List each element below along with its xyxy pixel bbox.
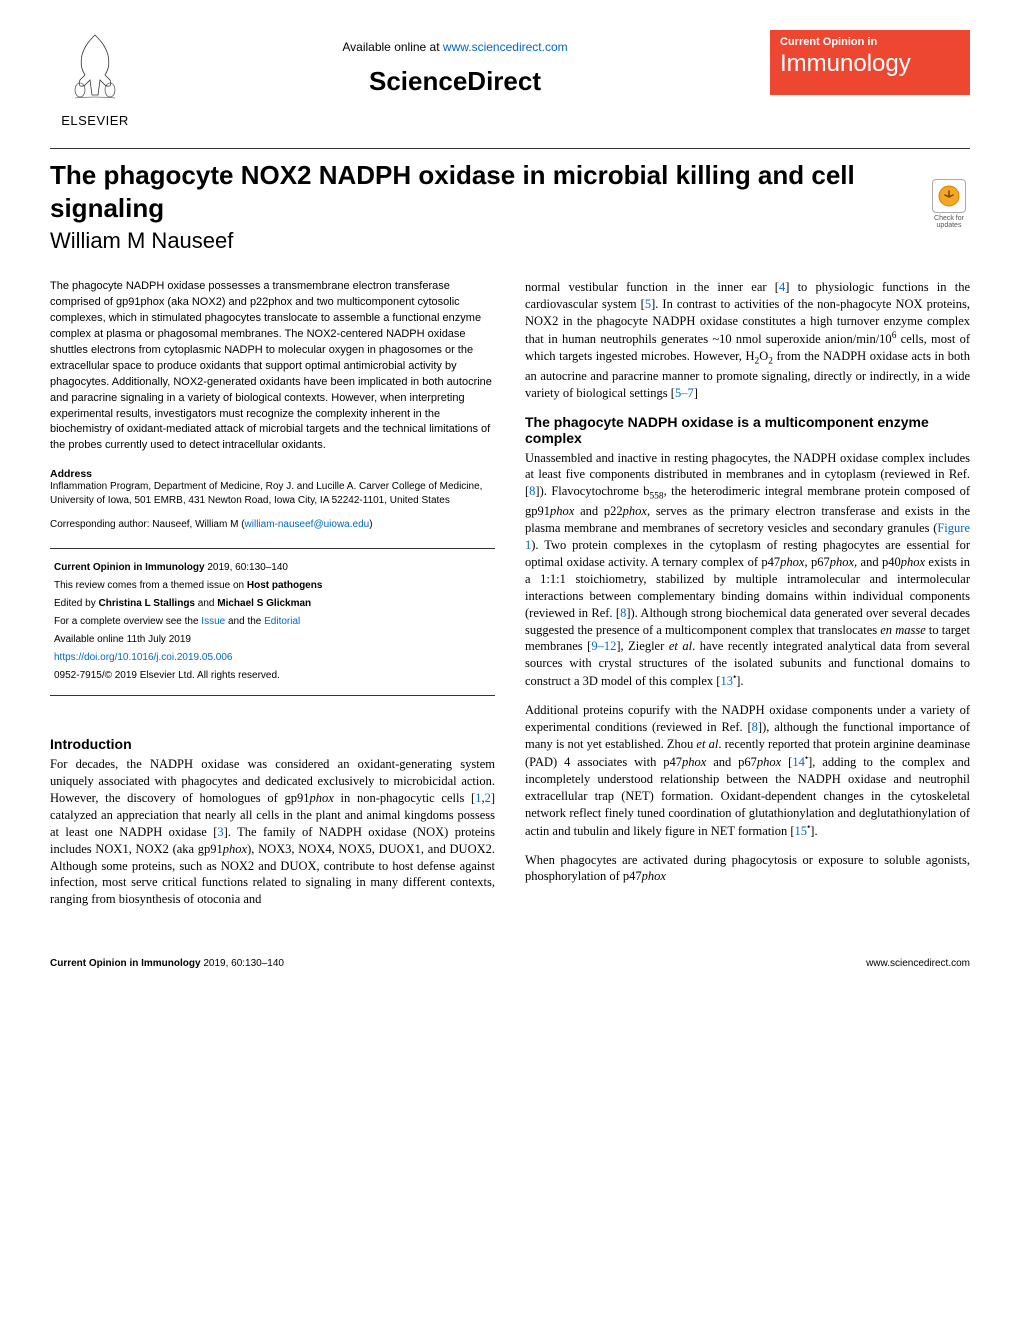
- text: [: [781, 755, 792, 769]
- page-footer: Current Opinion in Immunology 2019, 60:1…: [50, 950, 970, 969]
- header-center: Available online at www.sciencedirect.co…: [140, 30, 770, 97]
- edited-prefix: Edited by: [54, 598, 98, 609]
- editor-conj: and: [195, 598, 217, 609]
- article-info-box: Current Opinion in Immunology 2019, 60:1…: [50, 548, 495, 696]
- complex-heading: The phagocyte NADPH oxidase is a multico…: [525, 414, 970, 446]
- corresponding-author: Corresponding author: Nauseef, William M…: [50, 519, 495, 530]
- journal-badge-title: Immunology: [780, 50, 960, 78]
- check-updates-badge[interactable]: Check for updates: [928, 179, 970, 229]
- corresponding-prefix: Corresponding author: Nauseef, William M…: [50, 519, 245, 530]
- check-updates-icon: [932, 179, 966, 213]
- corresponding-suffix: ): [369, 519, 372, 530]
- editor-2: Michael S Glickman: [217, 598, 311, 609]
- available-online-link[interactable]: www.sciencedirect.com: [443, 40, 568, 54]
- text: ]). Flavocytochrome b: [535, 484, 649, 498]
- intro-continuation: normal vestibular function in the inner …: [525, 279, 970, 402]
- article-title: The phagocyte NOX2 NADPH oxidase in micr…: [50, 159, 970, 224]
- publisher-name: ELSEVIER: [50, 113, 140, 128]
- content-columns: The phagocyte NADPH oxidase possesses a …: [50, 279, 970, 920]
- text: O: [759, 349, 768, 363]
- overview-prefix: For a complete overview see the: [54, 616, 201, 627]
- footer-left-suffix: 2019, 60:130–140: [201, 958, 284, 969]
- abstract-text: The phagocyte NADPH oxidase possesses a …: [50, 279, 495, 454]
- overview-issue-link[interactable]: Issue: [201, 616, 225, 627]
- introduction-heading: Introduction: [50, 736, 495, 752]
- ref-9-12-link[interactable]: 9–12: [591, 639, 616, 653]
- platform-name: ScienceDirect: [140, 66, 770, 97]
- themed-topic: Host pathogens: [247, 580, 323, 591]
- intro-paragraph-1: For decades, the NADPH oxidase was consi…: [50, 756, 495, 908]
- text: and p22: [574, 504, 622, 518]
- editor-1: Christina L Stallings: [98, 598, 195, 609]
- footer-right: www.sciencedirect.com: [866, 958, 970, 969]
- address-heading: Address: [50, 468, 495, 480]
- article-author: William M Nauseef: [50, 228, 970, 254]
- text: ], Ziegler: [616, 639, 668, 653]
- elsevier-tree-icon: [60, 30, 130, 105]
- complex-paragraph-3: When phagocytes are activated during pha…: [525, 852, 970, 886]
- complex-paragraph-1: Unassembled and inactive in resting phag…: [525, 450, 970, 691]
- text: ].: [810, 824, 817, 838]
- text: and p67: [706, 755, 757, 769]
- check-updates-label: Check for updates: [934, 215, 964, 229]
- ref-14-link[interactable]: 14: [792, 755, 805, 769]
- ref-15-link[interactable]: 15: [795, 824, 808, 838]
- text: normal vestibular function in the inner …: [525, 280, 779, 294]
- text: , and p40: [854, 555, 901, 569]
- citation-line: Current Opinion in Immunology 2019, 60:1…: [54, 559, 491, 577]
- themed-prefix: This review comes from a themed issue on: [54, 580, 247, 591]
- overview-editorial-link[interactable]: Editorial: [264, 616, 300, 627]
- available-online-date: Available online 11th July 2019: [54, 631, 491, 649]
- available-online-prefix: Available online at: [342, 40, 443, 54]
- text: ]: [694, 386, 698, 400]
- ref-5-7-link[interactable]: 5–7: [675, 386, 694, 400]
- doi-link[interactable]: https://doi.org/10.1016/j.coi.2019.05.00…: [54, 652, 232, 663]
- text: , p67: [804, 555, 829, 569]
- complex-paragraph-2: Additional proteins copurify with the NA…: [525, 702, 970, 839]
- citation-yvp: 2019, 60:130–140: [205, 562, 288, 573]
- themed-issue-line: This review comes from a themed issue on…: [54, 577, 491, 595]
- available-online-line: Available online at www.sciencedirect.co…: [140, 40, 770, 54]
- overview-line: For a complete overview see the Issue an…: [54, 613, 491, 631]
- publisher-logo: ELSEVIER: [50, 30, 140, 128]
- journal-badge-top: Current Opinion in: [780, 36, 960, 48]
- citation-journal: Current Opinion in Immunology: [54, 562, 205, 573]
- journal-badge: Current Opinion in Immunology: [770, 30, 970, 95]
- overview-mid: and the: [225, 616, 264, 627]
- right-column: normal vestibular function in the inner …: [525, 279, 970, 920]
- text: When phagocytes are activated during pha…: [525, 853, 970, 884]
- article-header: The phagocyte NOX2 NADPH oxidase in micr…: [50, 159, 970, 254]
- footer-left: Current Opinion in Immunology 2019, 60:1…: [50, 958, 284, 969]
- text: in non-phagocytic cells [: [334, 791, 475, 805]
- edited-by-line: Edited by Christina L Stallings and Mich…: [54, 595, 491, 613]
- corresponding-email[interactable]: william-nauseef@uiowa.edu: [245, 519, 370, 530]
- page-header: ELSEVIER Available online at www.science…: [50, 30, 970, 128]
- address-text: Inflammation Program, Department of Medi…: [50, 480, 495, 507]
- left-column: The phagocyte NADPH oxidase possesses a …: [50, 279, 495, 920]
- copyright-line: 0952-7915/© 2019 Elsevier Ltd. All right…: [54, 667, 491, 685]
- text: ].: [736, 674, 743, 688]
- ref-13-link[interactable]: 13: [720, 674, 733, 688]
- footer-journal: Current Opinion in Immunology: [50, 958, 201, 969]
- header-rule: [50, 148, 970, 149]
